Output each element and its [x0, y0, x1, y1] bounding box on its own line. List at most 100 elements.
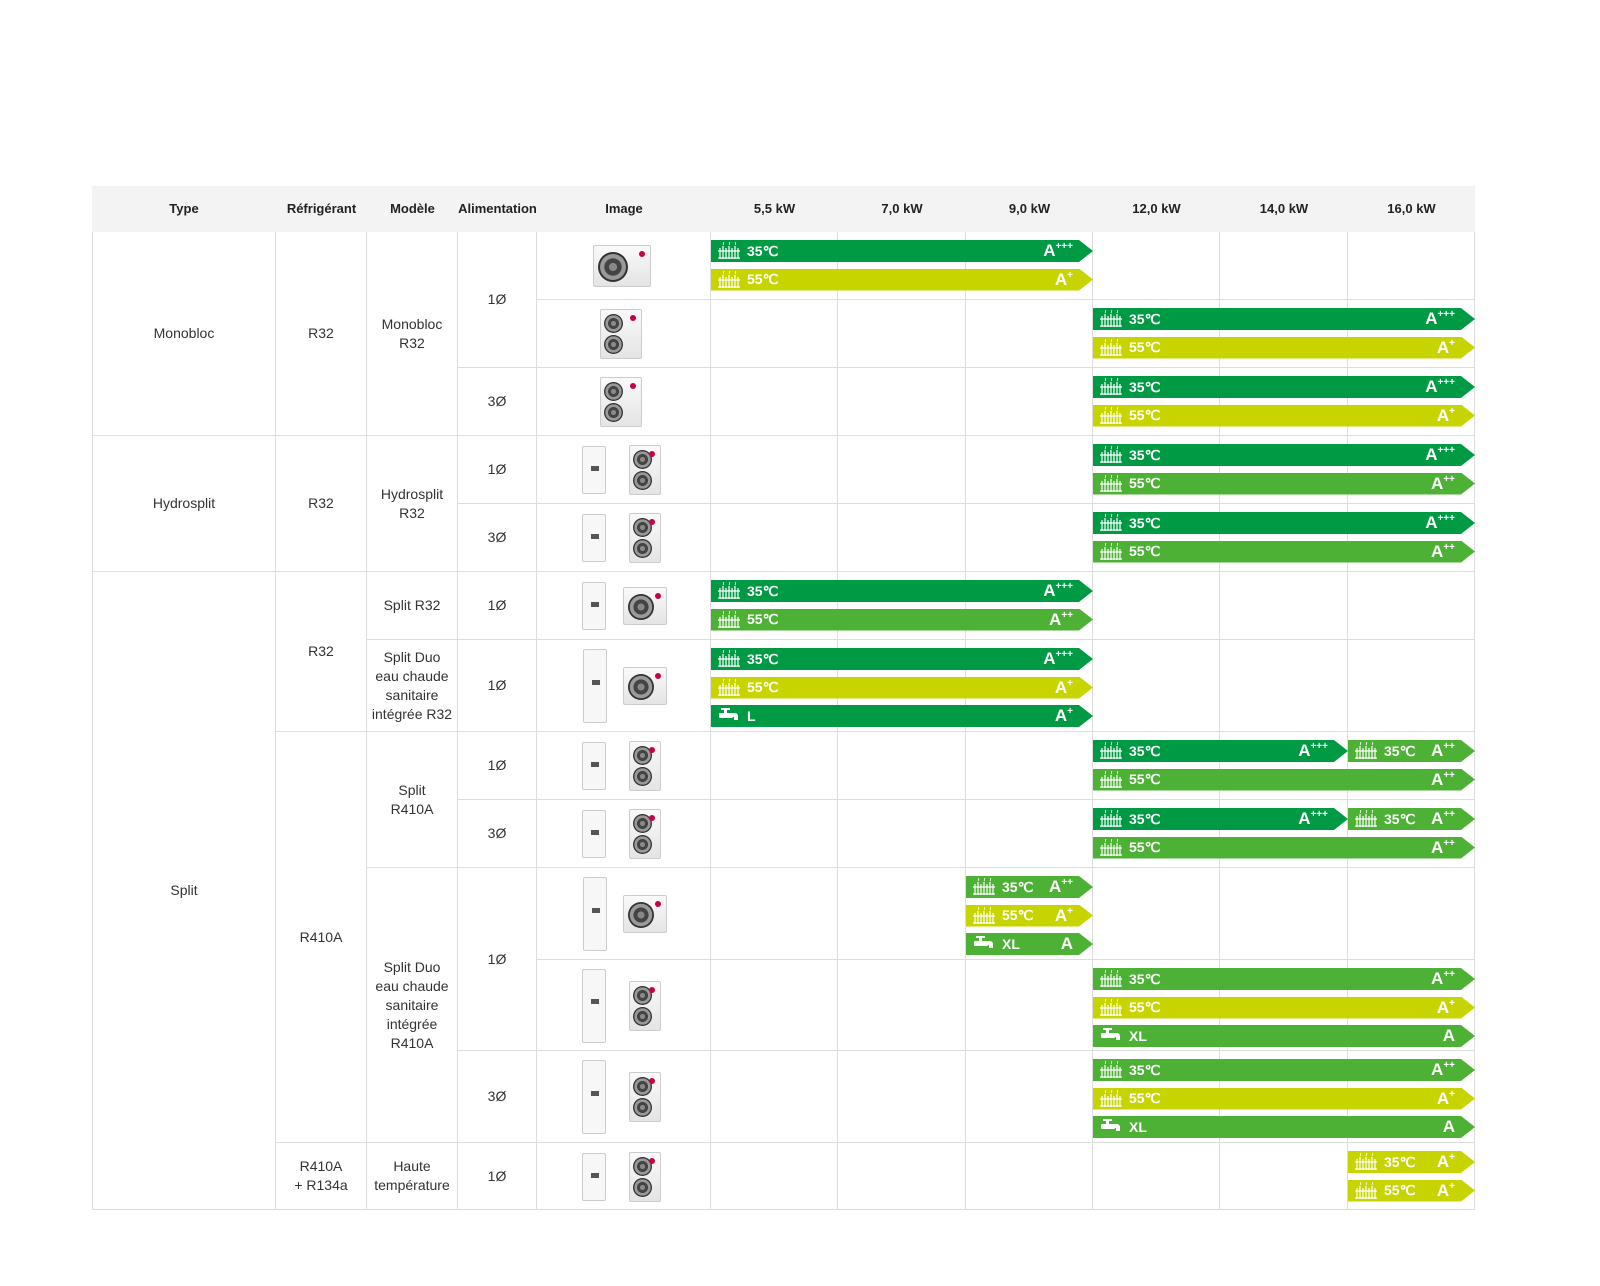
grade-letter: A	[1431, 741, 1444, 760]
power-supply-cell: 1Ø	[458, 868, 537, 1051]
product-image	[537, 232, 711, 300]
bar-label: 55℃	[1129, 543, 1161, 559]
energy-grade: A+++	[1043, 649, 1073, 669]
energy-rating-bar: 35℃ A++	[1093, 1059, 1475, 1081]
indoor-unit-icon	[582, 1060, 606, 1134]
power-supply-cell: 3Ø	[458, 368, 537, 436]
grade-letter: A	[1431, 769, 1444, 789]
row-divider	[537, 1209, 1475, 1210]
product-image	[537, 1051, 711, 1143]
outdoor-unit-icon	[600, 309, 642, 359]
energy-rating-bar: 55℃ A++	[711, 609, 1093, 631]
grade-plus: ++	[1443, 541, 1455, 553]
grade-letter: A	[1436, 1088, 1450, 1108]
product-image	[537, 504, 711, 572]
lg-logo-icon	[655, 673, 661, 679]
radiator-icon	[1099, 543, 1123, 561]
indoor-unit-icon	[582, 1152, 606, 1201]
energy-rating-bar: 35℃ A+++	[711, 648, 1093, 670]
product-image	[537, 800, 711, 868]
energy-grade: A	[1443, 1026, 1455, 1046]
header-kw: 12,0 kW	[1132, 201, 1181, 216]
energy-rating-bar: XL A	[1093, 1025, 1475, 1047]
energy-rating-bar: 35℃ A++	[1348, 740, 1475, 762]
power-supply-cell: 3Ø	[458, 800, 537, 868]
model-cell: Split Duo eau chaude sanitaire intégrée …	[367, 640, 458, 732]
fan-icon	[628, 902, 654, 928]
grade-plus: +	[1449, 997, 1455, 1009]
grade-plus: +	[1449, 337, 1455, 349]
bar-label: 35℃	[1384, 742, 1416, 759]
bar-label: 35℃	[747, 242, 779, 259]
power-supply-cell: 1Ø	[458, 572, 537, 640]
bar-label: 35℃	[747, 582, 779, 599]
energy-grade: A++	[1049, 877, 1073, 897]
grade-letter: A	[1425, 309, 1438, 328]
product-image	[537, 300, 711, 368]
energy-rating-bar: XL A	[1093, 1116, 1475, 1138]
row-divider	[537, 639, 1475, 640]
energy-rating-bar: XL A	[966, 933, 1093, 955]
grade-plus: ++	[1061, 609, 1073, 621]
bar-label: 55℃	[1129, 1090, 1161, 1106]
table-header	[92, 186, 1475, 232]
outdoor-unit-icon	[629, 1072, 661, 1122]
fan-icon	[633, 1098, 652, 1117]
energy-rating-bar: 55℃ A++	[1093, 769, 1475, 791]
grade-plus: ++	[1443, 809, 1455, 820]
model-cell: Split R410A	[367, 732, 458, 868]
grade-plus: +	[1449, 1152, 1455, 1163]
outdoor-unit-icon	[623, 587, 667, 625]
grade-plus: +	[1449, 405, 1455, 417]
energy-rating-bar: 35℃ A+++	[1093, 308, 1475, 330]
header-kw: 14,0 kW	[1259, 201, 1309, 216]
radiator-icon	[1099, 810, 1123, 828]
energy-grade: A++	[1431, 969, 1455, 989]
energy-rating-bar: 55℃ A+	[1093, 337, 1475, 359]
column-divider	[1347, 232, 1348, 1210]
energy-grade: A+++	[1298, 741, 1328, 761]
grade-letter: A	[1425, 377, 1438, 396]
radiator-icon	[1099, 475, 1123, 493]
radiator-icon	[717, 271, 741, 289]
energy-grade: A++	[1049, 610, 1073, 630]
grade-plus: +	[1449, 1180, 1455, 1192]
bar-label: 35℃	[1129, 514, 1161, 531]
radiator-icon	[1099, 839, 1123, 857]
lg-logo-icon	[639, 251, 645, 257]
product-image	[537, 868, 711, 960]
bar-label: 55℃	[1129, 475, 1161, 491]
bar-label: 35℃	[1129, 970, 1161, 987]
grade-letter: A	[1431, 809, 1444, 828]
tap-icon	[1099, 1027, 1123, 1045]
row-divider	[537, 867, 1475, 868]
fan-icon	[633, 450, 652, 469]
grade-plus: +++	[1055, 649, 1073, 660]
bar-label: 35℃	[1384, 810, 1416, 827]
power-supply-cell: 1Ø	[458, 1143, 537, 1210]
bar-label: 35℃	[1129, 1061, 1161, 1078]
tap-icon	[1099, 1118, 1123, 1136]
bar-label: 35℃	[1129, 378, 1161, 395]
indoor-unit-icon	[583, 877, 607, 951]
energy-grade: A+	[1437, 1089, 1455, 1109]
indoor-unit-icon	[582, 514, 606, 562]
display-icon	[591, 1172, 599, 1178]
grade-plus: +	[1067, 677, 1073, 689]
energy-grade: A+++	[1043, 581, 1073, 601]
radiator-icon	[1099, 514, 1123, 532]
bar-label: 35℃	[1384, 1153, 1416, 1170]
grade-plus: ++	[1443, 769, 1455, 781]
radiator-icon	[1099, 999, 1123, 1017]
radiator-icon	[972, 907, 996, 925]
grade-plus: +++	[1437, 377, 1455, 388]
energy-rating-bar: 35℃ A+++	[711, 580, 1093, 602]
grade-plus: ++	[1061, 877, 1073, 888]
bar-label: 35℃	[1129, 446, 1161, 463]
energy-rating-bar: 35℃ A++	[966, 876, 1093, 898]
grade-plus: +++	[1437, 309, 1455, 320]
radiator-icon	[1099, 310, 1123, 328]
fan-icon	[633, 985, 652, 1005]
bar-label: 35℃	[1129, 742, 1161, 759]
grade-letter: A	[1298, 809, 1311, 828]
